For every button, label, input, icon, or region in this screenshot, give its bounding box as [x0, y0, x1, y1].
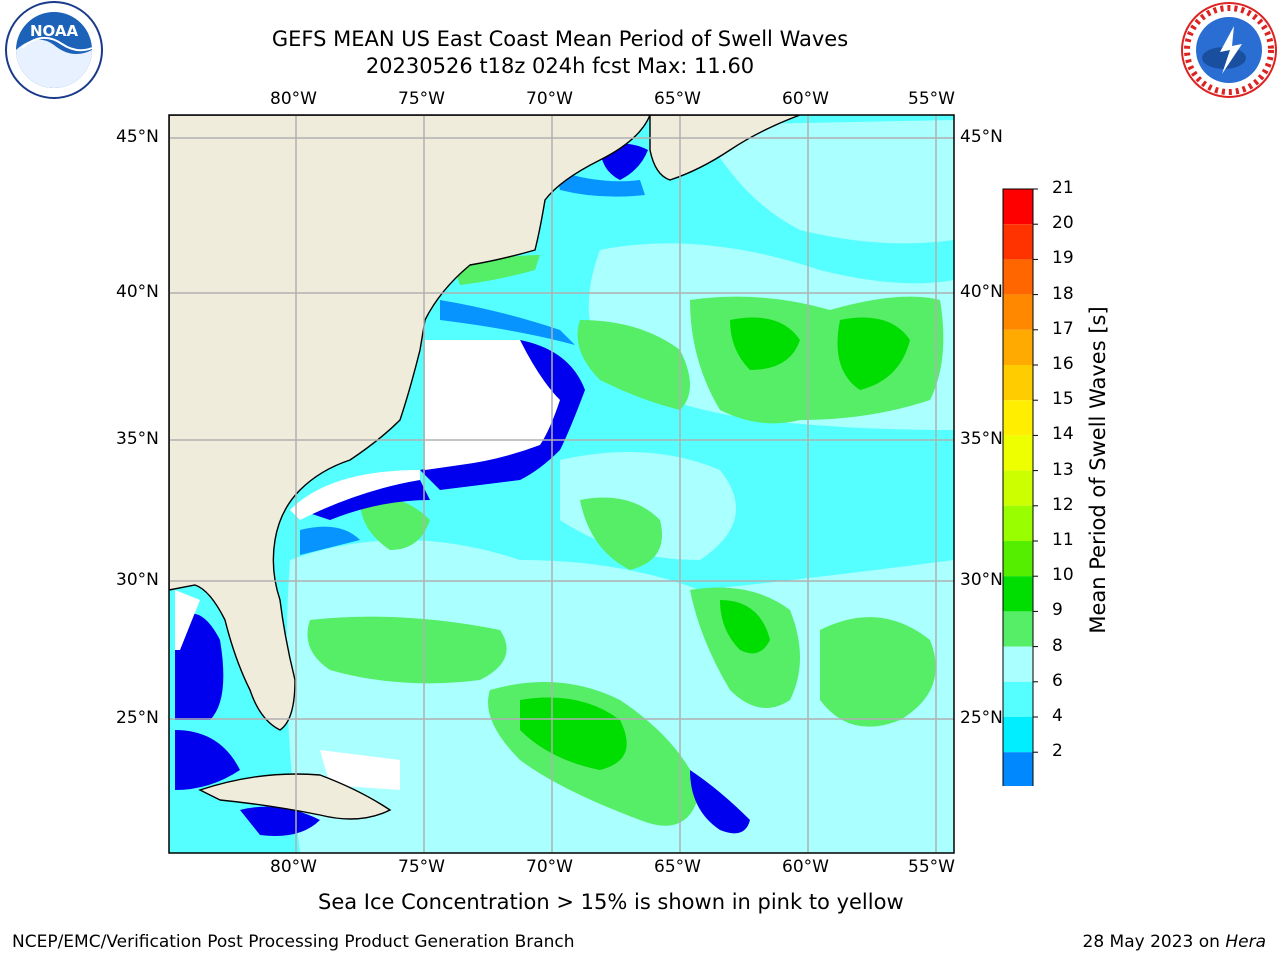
- colorbar-tick-label: 9: [1052, 600, 1063, 621]
- colorbar-swatch: [1003, 435, 1033, 471]
- colorbar-tick-label: 13: [1052, 459, 1074, 480]
- colorbar-tick-label: 20: [1052, 213, 1074, 234]
- lat-label-right: 25°N: [960, 708, 1003, 728]
- colorbar-tick-label: 2: [1052, 741, 1063, 762]
- colorbar-tick-label: 19: [1052, 248, 1074, 269]
- lat-label-left: 45°N: [116, 127, 159, 147]
- lat-label-right: 35°N: [960, 429, 1003, 449]
- colorbar-tick-label: 14: [1052, 424, 1074, 445]
- footer-date-text: 28 May 2023 on: [1082, 932, 1226, 952]
- colorbar-swatch: [1003, 329, 1033, 365]
- colorbar-tick-label: 10: [1052, 565, 1074, 586]
- lon-label-bottom: 60°W: [782, 857, 829, 877]
- lon-label-bottom: 80°W: [270, 857, 317, 877]
- colorbar-tick-label: 21: [1052, 178, 1074, 198]
- lon-label-bottom: 55°W: [908, 857, 955, 877]
- colorbar-swatch: [1003, 611, 1033, 647]
- noaa-logo: NOAA: [5, 1, 103, 99]
- lat-label-right: 45°N: [960, 127, 1003, 147]
- lat-label-left: 40°N: [116, 282, 159, 302]
- colorbar-swatch: [1003, 259, 1033, 295]
- lon-label-top: 60°W: [782, 89, 829, 109]
- no-data-regions: [175, 120, 560, 790]
- lon-label-top: 70°W: [526, 89, 573, 109]
- colorbar-tick-label: 15: [1052, 389, 1074, 410]
- lon-label-top: 55°W: [908, 89, 955, 109]
- colorbar-swatch: [1003, 365, 1033, 401]
- colorbar-tick-label: 18: [1052, 283, 1074, 304]
- colorbar-swatch: [1003, 681, 1033, 717]
- colorbar-label: Mean Period of Swell Waves [s]: [1086, 306, 1110, 634]
- lat-label-left: 30°N: [116, 570, 159, 590]
- colorbar-swatch: [1003, 752, 1033, 786]
- colorbar-swatch: [1003, 224, 1033, 260]
- sea-ice-note: Sea Ice Concentration > 15% is shown in …: [318, 890, 904, 914]
- period-2-4-regions: [175, 143, 750, 836]
- lon-label-top: 80°W: [270, 89, 317, 109]
- map-subtitle: 20230526 t18z 024h fcst Max: 11.60: [365, 54, 755, 78]
- colorbar-swatch: [1003, 470, 1033, 506]
- colorbar-swatch: [1003, 189, 1033, 225]
- colorbar-swatch: [1003, 717, 1033, 753]
- colorbar: [1002, 188, 1038, 786]
- footer-date: 28 May 2023 on Hera: [1083, 932, 1267, 952]
- lat-label-left: 35°N: [116, 429, 159, 449]
- colorbar-tick-label: 17: [1052, 318, 1074, 339]
- colorbar-frame: [1002, 188, 1034, 786]
- colorbar-tick-label: 12: [1052, 494, 1074, 515]
- lon-label-bottom: 75°W: [398, 857, 445, 877]
- footer-host: Hera: [1225, 932, 1266, 952]
- colorbar-swatch: [1003, 576, 1033, 612]
- colorbar-swatch: [1003, 400, 1033, 436]
- colorbar-swatch: [1003, 294, 1033, 330]
- lon-label-top: 65°W: [654, 89, 701, 109]
- lat-label-right: 40°N: [960, 282, 1003, 302]
- colorbar-swatch: [1003, 646, 1033, 682]
- period-4-6-regions: [300, 170, 645, 555]
- nws-logo: [1181, 2, 1277, 98]
- lat-label-right: 30°N: [960, 570, 1003, 590]
- colorbar-swatch: [1003, 541, 1033, 577]
- period-10-11-regions: [520, 317, 910, 770]
- lon-label-top: 75°W: [398, 89, 445, 109]
- colorbar-tick-label: 6: [1052, 670, 1063, 691]
- land: [169, 115, 801, 820]
- graticule: [169, 115, 954, 853]
- lon-label-bottom: 65°W: [654, 857, 701, 877]
- footer-credit: NCEP/EMC/Verification Post Processing Pr…: [12, 932, 575, 952]
- colorbar-tick-label: 11: [1052, 530, 1074, 550]
- map-title: GEFS MEAN US East Coast Mean Period of S…: [271, 27, 849, 51]
- colorbar-tick-label: 16: [1052, 354, 1074, 374]
- colorbar-swatch: [1003, 505, 1033, 541]
- noaa-logo-text: NOAA: [30, 22, 79, 40]
- lon-label-bottom: 70°W: [526, 857, 573, 877]
- colorbar-tick-label: 8: [1052, 635, 1063, 656]
- lat-label-left: 25°N: [116, 708, 159, 728]
- colorbar-tick-label: 4: [1052, 706, 1063, 726]
